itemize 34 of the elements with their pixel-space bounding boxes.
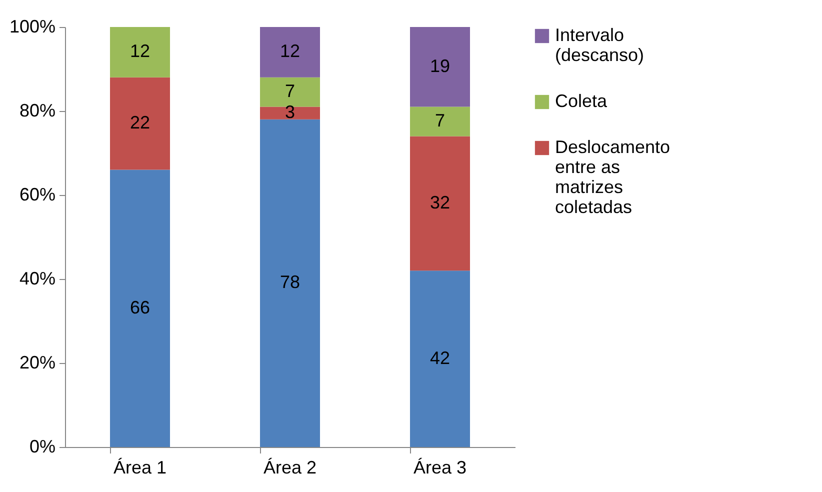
data-label: 12 xyxy=(280,41,300,62)
bar xyxy=(410,106,470,136)
x-tick-label: Área 1 xyxy=(113,458,167,478)
y-tick-label: 80% xyxy=(19,100,56,120)
y-tick-label: 100% xyxy=(9,16,56,36)
data-label: 32 xyxy=(430,192,450,212)
bar xyxy=(410,27,470,107)
data-label: 19 xyxy=(430,56,450,76)
x-tick-label: Área 3 xyxy=(413,458,467,478)
data-label: 42 xyxy=(430,348,450,368)
y-tick-label: 0% xyxy=(29,436,56,456)
data-label: 66 xyxy=(130,297,150,318)
bar xyxy=(260,77,320,107)
x-tick-label: Área 2 xyxy=(263,458,317,478)
legend-label: Deslocamento entre as matrizes coletadas xyxy=(555,137,670,217)
bar xyxy=(110,170,170,447)
data-label: 7 xyxy=(434,110,446,130)
data-label: 78 xyxy=(280,272,300,292)
bar xyxy=(110,77,170,170)
y-tick-label: 40% xyxy=(19,268,56,288)
data-label: 12 xyxy=(130,41,150,62)
bar xyxy=(110,27,170,78)
y-tick-label: 60% xyxy=(19,184,56,204)
data-label: 7 xyxy=(284,81,296,102)
legend-label: Coleta xyxy=(555,91,608,111)
bar xyxy=(260,106,320,120)
legend-label: Intervalo (descanso) xyxy=(555,25,644,65)
data-label: 22 xyxy=(130,112,150,133)
bar xyxy=(260,119,320,447)
data-label: 3 xyxy=(284,102,296,122)
y-tick-label: 20% xyxy=(19,352,56,372)
bar xyxy=(410,270,470,447)
bar xyxy=(260,27,320,78)
bar xyxy=(410,136,470,271)
